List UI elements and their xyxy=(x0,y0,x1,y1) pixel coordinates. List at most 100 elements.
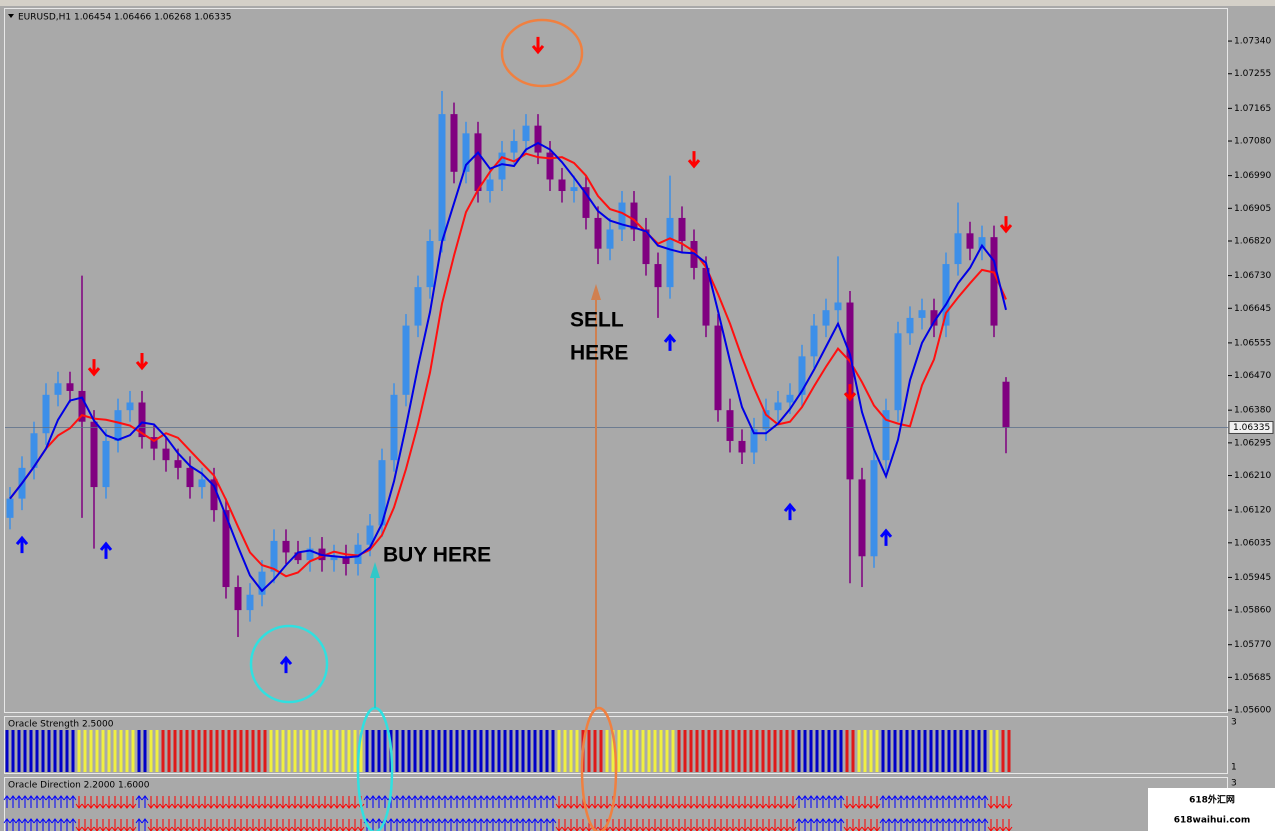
strength-bar xyxy=(365,730,369,772)
direction-arrow xyxy=(237,819,245,831)
strength-bar xyxy=(191,730,195,772)
signal-arrow xyxy=(531,36,545,55)
direction-arrow xyxy=(579,819,587,831)
strength-bar xyxy=(437,730,441,772)
strength-bar xyxy=(143,730,147,772)
strength-bar xyxy=(965,730,969,772)
direction-arrow xyxy=(15,818,23,831)
direction-arrow xyxy=(741,819,749,831)
direction-arrow xyxy=(405,818,413,831)
strength-bar xyxy=(443,730,447,772)
candle-body xyxy=(522,125,530,142)
direction-arrow xyxy=(999,796,1007,809)
strength-bar xyxy=(761,730,765,772)
direction-arrow xyxy=(315,796,323,809)
direction-arrow xyxy=(3,795,11,808)
candle-body xyxy=(510,141,518,153)
direction-arrow xyxy=(465,818,473,831)
direction-arrow xyxy=(183,796,191,809)
direction-arrow xyxy=(807,795,815,808)
strength-bar xyxy=(161,730,165,772)
direction-arrow xyxy=(597,819,605,831)
candle-body xyxy=(882,410,890,461)
direction-arrow xyxy=(777,796,785,809)
direction-arrow xyxy=(987,796,995,809)
candle-body xyxy=(378,460,386,526)
direction-arrow xyxy=(489,818,497,831)
strength-bar xyxy=(425,730,429,772)
direction-arrow xyxy=(87,819,95,831)
strength-bar xyxy=(503,730,507,772)
direction-arrow xyxy=(843,796,851,809)
direction-arrow xyxy=(573,796,581,809)
candle-body xyxy=(246,594,254,611)
sell-circle xyxy=(500,18,584,88)
strength-bar xyxy=(467,730,471,772)
direction-arrow xyxy=(393,818,401,831)
direction-arrow xyxy=(855,796,863,809)
strength-bar xyxy=(743,730,747,772)
strength-bar xyxy=(539,730,543,772)
direction-arrow xyxy=(891,818,899,831)
direction-arrow xyxy=(663,796,671,809)
direction-arrow xyxy=(303,796,311,809)
strength-bar xyxy=(557,730,561,772)
moving-average xyxy=(9,152,1007,578)
strength-bar xyxy=(587,730,591,772)
direction-arrow xyxy=(3,818,11,831)
y-tick-label: 1.06120 xyxy=(1234,506,1271,516)
strength-bar xyxy=(599,730,603,772)
strength-bar xyxy=(83,730,87,772)
direction-arrow xyxy=(681,796,689,809)
strength-bar xyxy=(527,730,531,772)
strength-bar xyxy=(659,730,663,772)
strength-bar xyxy=(107,730,111,772)
strength-bar xyxy=(89,730,93,772)
direction-arrow xyxy=(855,819,863,831)
direction-arrow xyxy=(273,796,281,809)
strength-bar xyxy=(959,730,963,772)
direction-arrow xyxy=(39,818,47,831)
direction-arrow xyxy=(915,818,923,831)
direction-arrow xyxy=(801,818,809,831)
direction-arrow xyxy=(915,795,923,808)
strength-bar xyxy=(701,730,705,772)
direction-arrow xyxy=(399,818,407,831)
strength-bar xyxy=(119,730,123,772)
direction-arrow xyxy=(783,796,791,809)
sell-oval xyxy=(580,706,618,831)
direction-arrow xyxy=(435,818,443,831)
direction-arrow xyxy=(285,796,293,809)
direction-arrow xyxy=(177,796,185,809)
strength-bar xyxy=(923,730,927,772)
direction-arrow xyxy=(657,796,665,809)
signal-arrow xyxy=(663,333,677,351)
direction-arrow xyxy=(441,818,449,831)
candle-body xyxy=(618,202,626,230)
y-tick-label: 1.07340 xyxy=(1234,37,1271,47)
candle-body xyxy=(270,540,278,572)
y-tick-label: 1.06470 xyxy=(1234,371,1271,381)
direction-arrow xyxy=(225,819,233,831)
strength-bar xyxy=(731,730,735,772)
direction-arrow xyxy=(369,795,377,808)
candle-body xyxy=(138,402,146,438)
direction-arrow xyxy=(51,795,59,808)
strength-bar xyxy=(449,730,453,772)
direction-arrow xyxy=(561,796,569,809)
direction-arrow xyxy=(153,796,161,809)
direction-arrow xyxy=(945,795,953,808)
candle-body xyxy=(486,179,494,192)
y-tick-label: 1.05860 xyxy=(1234,606,1271,616)
y-tick-label: 1.05685 xyxy=(1234,673,1271,683)
strength-bar xyxy=(983,730,987,772)
direction-arrow xyxy=(777,819,785,831)
direction-arrow xyxy=(729,819,737,831)
candle-body xyxy=(654,264,662,288)
strength-bar xyxy=(665,730,669,772)
candle-body xyxy=(906,317,914,334)
direction-arrow xyxy=(819,795,827,808)
direction-arrow xyxy=(39,795,47,808)
